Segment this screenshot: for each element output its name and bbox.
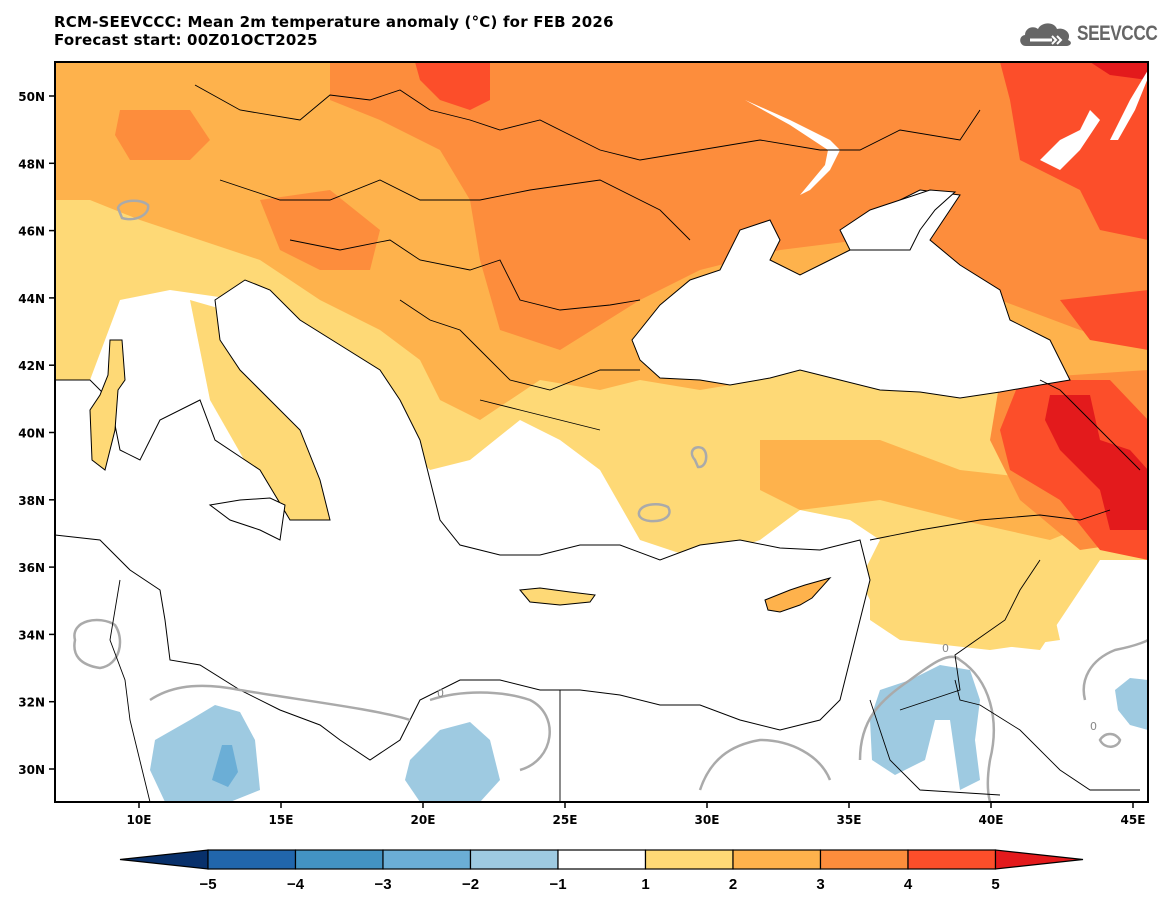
lon-tick-label: 10E <box>127 813 152 827</box>
zero-contour-label: 0 <box>437 687 444 700</box>
cloud-icon <box>1020 23 1071 46</box>
lat-tick-label: 48N <box>18 157 45 171</box>
crete <box>519 587 596 606</box>
colorbar-segment <box>907 849 997 870</box>
lon-tick-label: 45E <box>1121 813 1146 827</box>
lat-tick-label: 38N <box>18 494 45 508</box>
zero-contour <box>1082 638 1148 701</box>
colorbar-label: −5 <box>199 876 216 893</box>
colorbar-segment <box>819 849 909 870</box>
colorbar-segment <box>557 849 647 870</box>
anomaly-area-4to5-caucasus <box>1060 290 1148 350</box>
colorbar-segment <box>469 849 559 870</box>
colorbar-segment <box>732 849 822 870</box>
seevccc-logo: SEEVCCC <box>1018 20 1165 48</box>
zero-contour <box>637 503 671 523</box>
colorbar-label: −4 <box>287 876 305 893</box>
zero-contour-label: 0 <box>942 642 949 655</box>
colorbar-segment <box>382 849 472 870</box>
border-line <box>869 699 1001 796</box>
anomaly-area-1to2-levant <box>870 550 1060 650</box>
colorbar-label: 5 <box>991 876 999 893</box>
colorbar: −5 −4 −3 −2 −1 1 2 3 4 5 <box>119 849 1084 893</box>
anomaly-area-minus1to2-cyrenaica <box>405 722 500 802</box>
colorbar-label: 1 <box>641 876 649 893</box>
zero-contours <box>73 199 1148 802</box>
colorbar-label: −1 <box>549 876 566 893</box>
sicily <box>208 497 286 541</box>
title-line-2: Forecast start: 00Z01OCT2025 <box>54 31 318 49</box>
lat-tick-label: 32N <box>18 696 45 710</box>
colorbar-segment <box>207 849 297 870</box>
lat-tick-label: 40N <box>18 427 45 441</box>
country-borders <box>109 84 1141 802</box>
zero-contour <box>73 618 122 670</box>
logo-text: SEEVCCC <box>1077 22 1158 45</box>
lon-tick-label: 35E <box>837 813 862 827</box>
zero-contour <box>858 655 995 802</box>
zero-contour-label: 0 <box>1090 720 1097 733</box>
anomaly-area-3to4-france <box>115 110 210 160</box>
border-line <box>399 299 640 391</box>
sea-of-azov <box>839 189 957 251</box>
lat-tick-label: 44N <box>18 292 45 306</box>
zero-contour <box>429 691 551 772</box>
zero-contour <box>698 738 832 791</box>
zero-contour <box>116 199 150 221</box>
anomaly-area-minus1to2-gulf <box>1115 678 1148 730</box>
zero-contour <box>690 446 708 469</box>
border-line <box>869 509 1111 541</box>
lon-tick-label: 15E <box>269 813 294 827</box>
anomaly-area-above5-ne <box>1090 62 1148 80</box>
lat-tick-label: 50N <box>18 90 45 104</box>
anomaly-area-4to5-poland <box>415 62 490 110</box>
colorbar-label: 4 <box>904 876 913 893</box>
map-field: 0 0 0 <box>55 62 1148 802</box>
lon-tick-label: 40E <box>979 813 1004 827</box>
lat-tick-label: 36N <box>18 561 45 575</box>
anomaly-area-3to4 <box>330 62 1148 350</box>
caspian-coast <box>1040 110 1100 170</box>
latitude-axis: 50N 48N 46N 44N 42N 40N 38N 36N 34N 32N 30N <box>18 90 55 777</box>
anomaly-area-2to3-anatolia <box>760 440 1100 540</box>
colorbar-label: −3 <box>374 876 391 893</box>
colorbar-label: −2 <box>462 876 479 893</box>
lat-tick-label: 34N <box>18 628 45 642</box>
anomaly-area-3to4-balkans <box>260 190 380 270</box>
lon-tick-label: 20E <box>411 813 436 827</box>
colorbar-label: 2 <box>729 876 737 893</box>
map-title: RCM-SEEVCCC: Mean 2m temperature anomaly… <box>54 13 614 49</box>
lon-tick-label: 25E <box>553 813 578 827</box>
border-line <box>109 579 151 802</box>
border-line <box>219 179 691 241</box>
border-line <box>479 399 601 431</box>
anomaly-area-above5 <box>1045 395 1148 530</box>
corsica-sardinia <box>89 339 126 471</box>
border-line <box>194 84 981 161</box>
lat-tick-label: 46N <box>18 225 45 239</box>
cyprus <box>764 577 832 613</box>
adriatic-tyrrhenian-mediterranean <box>55 279 871 761</box>
black-sea <box>631 189 1071 399</box>
colorbar-label: 3 <box>816 876 824 893</box>
lat-tick-label: 30N <box>18 763 45 777</box>
longitude-axis: 10E 15E 20E 25E 30E 35E 40E 45E <box>127 802 1146 827</box>
zero-contour <box>149 684 411 722</box>
lat-tick-label: 42N <box>18 359 45 373</box>
volga-reservoir <box>1110 70 1148 140</box>
colorbar-extend-high <box>994 849 1084 870</box>
anomaly-area-minus1to2-iraq <box>870 665 980 790</box>
colorbar-segment <box>644 849 734 870</box>
zero-contour <box>1098 732 1122 748</box>
border-line <box>289 239 641 311</box>
anomaly-area-minus2to3-libya <box>212 745 238 787</box>
border-line <box>899 559 1041 711</box>
colorbar-segment <box>294 849 384 870</box>
title-line-1: RCM-SEEVCCC: Mean 2m temperature anomaly… <box>54 13 614 31</box>
border-line <box>954 679 1140 791</box>
lon-tick-label: 30E <box>695 813 720 827</box>
border-line <box>1039 379 1141 471</box>
colorbar-extend-low <box>119 849 209 870</box>
